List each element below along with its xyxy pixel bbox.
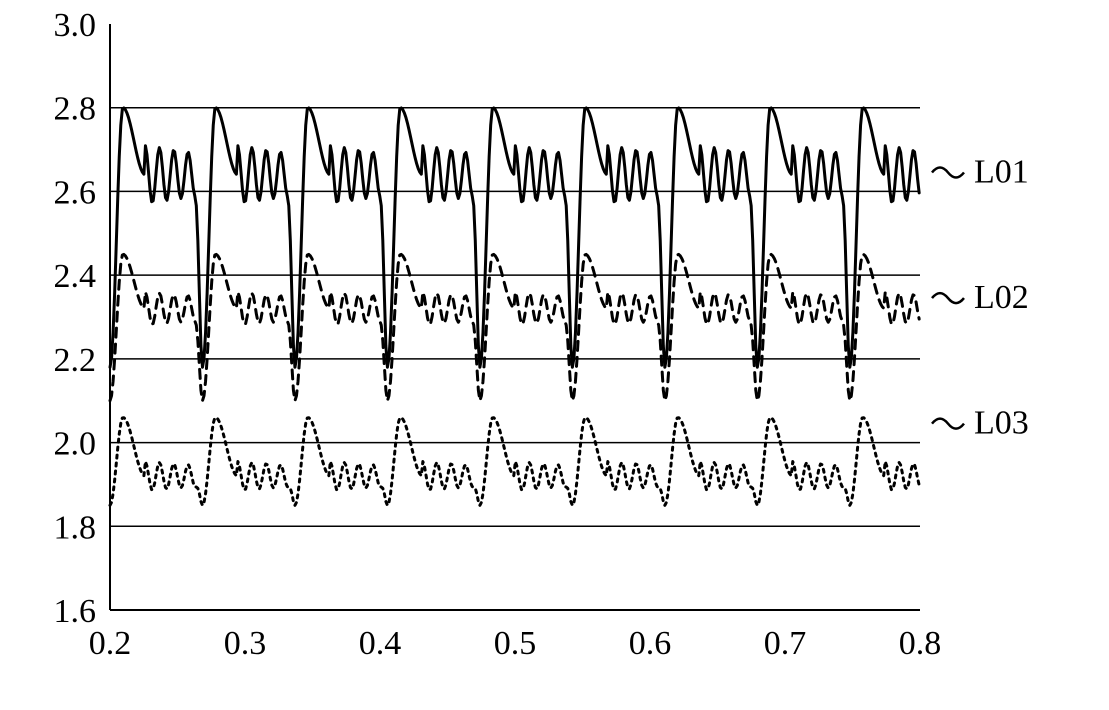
x-tick-label: 0.7 xyxy=(764,625,807,662)
y-tick-label: 2.4 xyxy=(54,258,97,295)
x-tick-label: 0.6 xyxy=(629,625,672,662)
y-tick-label: 2.0 xyxy=(54,426,97,463)
y-tick-label: 1.8 xyxy=(54,509,97,546)
y-tick-label: 2.2 xyxy=(54,342,97,379)
x-tick-label: 0.8 xyxy=(899,625,942,662)
chart-svg: 1.61.82.02.22.42.62.83.00.20.30.40.50.60… xyxy=(0,0,1109,705)
x-tick-label: 0.3 xyxy=(224,625,267,662)
series-label-L03: L03 xyxy=(974,405,1029,442)
chart-bg xyxy=(0,0,1109,705)
x-tick-label: 0.4 xyxy=(359,625,402,662)
series-label-L02: L02 xyxy=(974,279,1029,316)
x-tick-label: 0.5 xyxy=(494,625,537,662)
y-tick-label: 2.8 xyxy=(54,91,97,128)
line-chart: 1.61.82.02.22.42.62.83.00.20.30.40.50.60… xyxy=(0,0,1109,705)
y-tick-label: 2.6 xyxy=(54,174,97,211)
x-tick-label: 0.2 xyxy=(89,625,132,662)
y-tick-label: 3.0 xyxy=(54,7,97,44)
series-label-L01: L01 xyxy=(974,154,1029,191)
